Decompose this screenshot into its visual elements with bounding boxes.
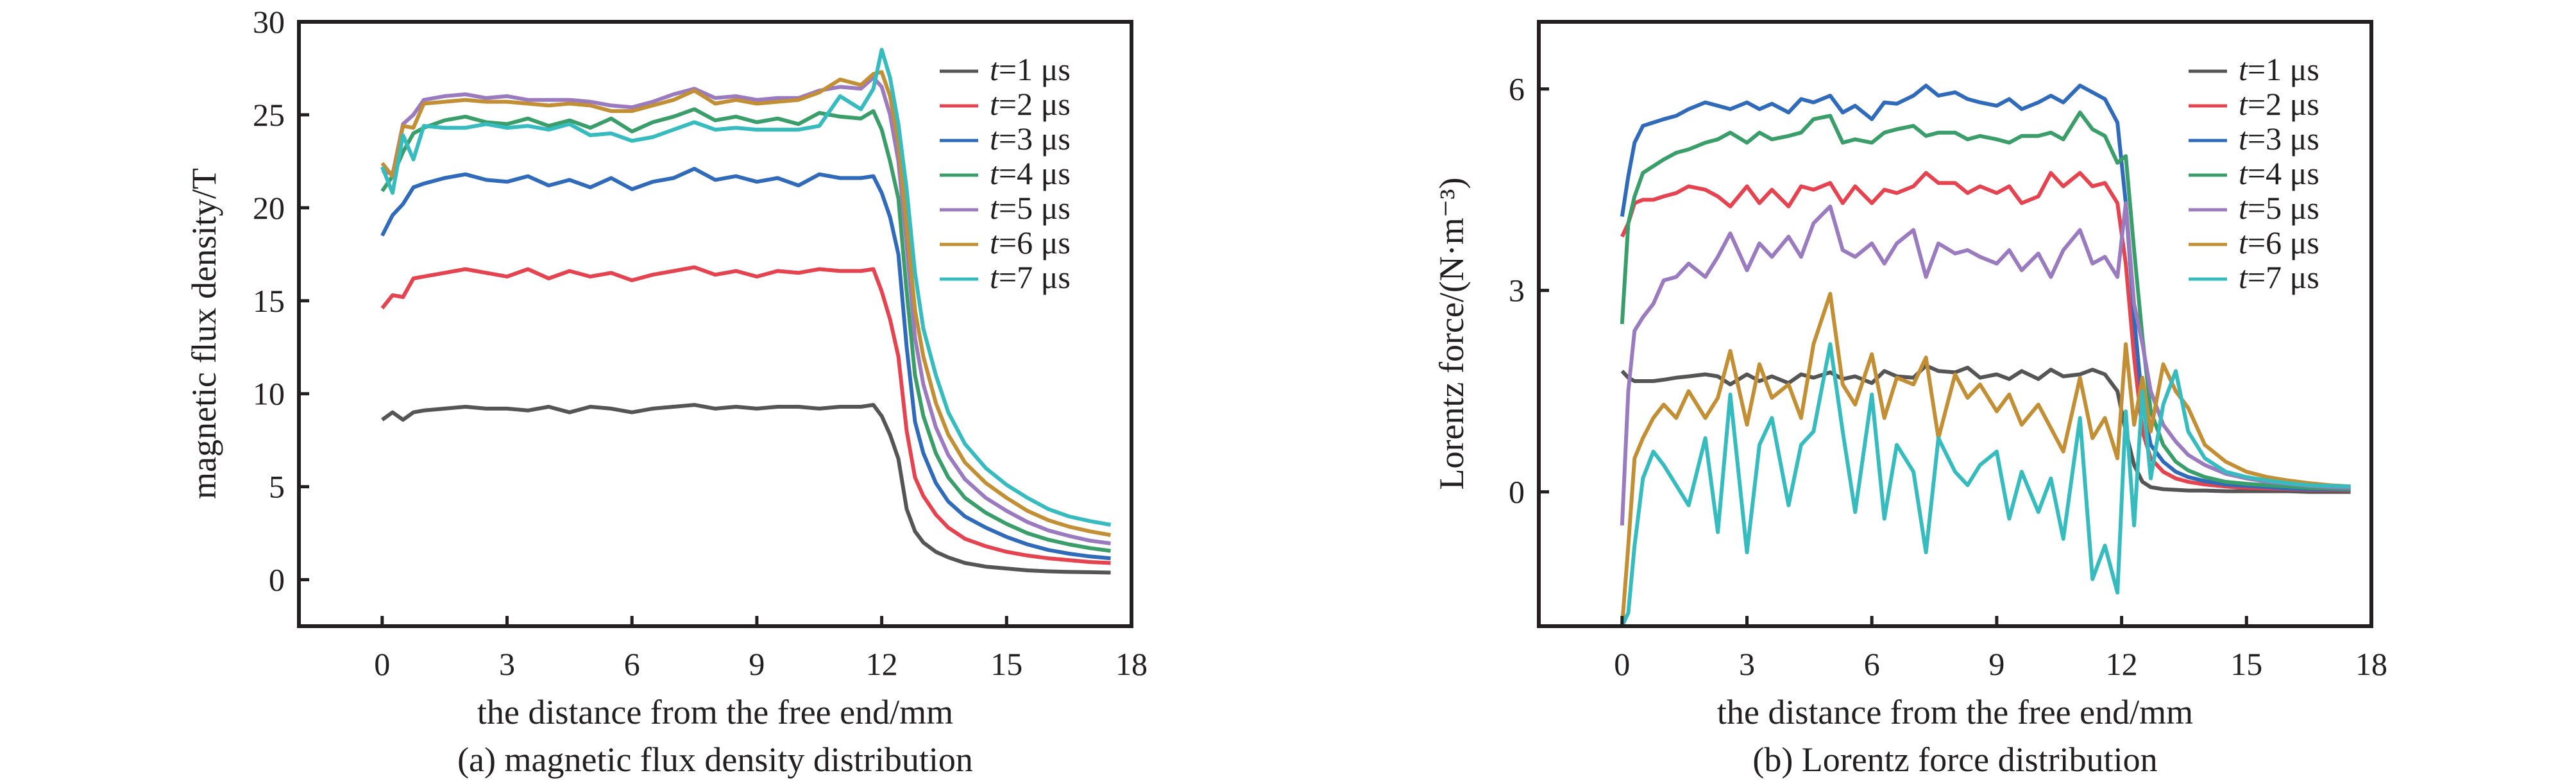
y-axis-label-b: Lorentz force/(N·m⁻³) xyxy=(1432,178,1471,490)
series-line-t6 xyxy=(380,70,1112,537)
series-line-t1 xyxy=(1620,363,2351,494)
legend-label: t=1 μs xyxy=(2239,51,2319,87)
y-tick-label: 3 xyxy=(1509,273,1525,309)
x-tick-label: 6 xyxy=(624,646,640,682)
caption-a: (a) magnetic flux density distribution xyxy=(457,740,973,779)
legend-item-t6: t=6 μs xyxy=(2189,225,2319,260)
panel-b-lorentz-force: 0 3 6 9 12 15 18 0 3 6 the distance from the fre… xyxy=(1432,20,2387,779)
x-tick-label: 18 xyxy=(1115,646,1148,682)
series-line-t6 xyxy=(1620,291,2351,626)
x-tick-label: 15 xyxy=(990,646,1022,682)
legend-item-t3: t=3 μs xyxy=(940,121,1071,157)
series-layer-a xyxy=(380,47,1112,575)
legend-label: t=7 μs xyxy=(990,259,1071,295)
y-tick-label: 0 xyxy=(269,562,285,598)
x-tick-label: 12 xyxy=(866,646,898,682)
y-tick-label: 5 xyxy=(269,469,285,505)
legend-label: t=2 μs xyxy=(990,86,1071,122)
legend-label: t=6 μs xyxy=(990,225,1071,260)
legend-label: t=5 μs xyxy=(990,190,1071,226)
x-ticks-b: 0 3 6 9 12 15 18 xyxy=(1614,616,2387,682)
plot-frame-b xyxy=(1537,20,2373,628)
legend-a: t=1 μst=2 μst=3 μst=4 μst=5 μst=6 μst=7 … xyxy=(940,51,1071,295)
y-tick-label: 20 xyxy=(253,190,285,226)
legend-label: t=3 μs xyxy=(2239,121,2319,157)
legend-label: t=5 μs xyxy=(2239,190,2319,226)
y-ticks-a: 0 5 10 15 20 25 30 xyxy=(253,4,309,598)
panel-a-magnetic-flux-density: 0 3 6 9 12 15 18 0 5 10 15 20 25 30 the distance fro… xyxy=(185,4,1148,779)
series-layer-b xyxy=(1620,83,2351,626)
y-ticks-b: 0 3 6 xyxy=(1509,71,1549,510)
x-axis-label-a: the distance from the free end/mm xyxy=(477,693,953,731)
series-line-t5 xyxy=(381,76,1111,545)
legend-item-t2: t=2 μs xyxy=(940,86,1071,122)
series-line-t4 xyxy=(1620,110,2351,491)
y-tick-label: 25 xyxy=(253,97,285,133)
legend-label: t=4 μs xyxy=(2239,155,2319,191)
series-line-t3 xyxy=(1620,83,2351,492)
x-tick-label: 3 xyxy=(499,646,515,682)
x-tick-label: 18 xyxy=(2355,646,2387,682)
legend-item-t2: t=2 μs xyxy=(2189,86,2319,122)
x-tick-label: 6 xyxy=(1864,646,1880,682)
legend-label: t=3 μs xyxy=(990,121,1071,157)
legend-label: t=4 μs xyxy=(990,155,1071,191)
x-tick-label: 9 xyxy=(749,646,765,682)
series-line-t5 xyxy=(1620,201,2351,526)
legend-item-t6: t=6 μs xyxy=(940,225,1071,260)
series-line-t2 xyxy=(380,265,1111,565)
legend-item-t5: t=5 μs xyxy=(2189,190,2319,226)
legend-item-t3: t=3 μs xyxy=(2189,121,2319,157)
y-tick-label: 0 xyxy=(1509,474,1525,510)
y-tick-label: 15 xyxy=(253,283,285,319)
series-line-t1 xyxy=(381,403,1111,575)
legend-item-t7: t=7 μs xyxy=(2189,259,2319,295)
x-tick-label: 9 xyxy=(1988,646,2004,682)
y-tick-label: 10 xyxy=(253,376,285,412)
x-tick-label: 12 xyxy=(2106,646,2138,682)
legend-item-t4: t=4 μs xyxy=(2189,155,2319,191)
series-line-t3 xyxy=(380,167,1111,561)
x-axis-label-b: the distance from the free end/mm xyxy=(1717,693,2193,731)
legend-label: t=2 μs xyxy=(2239,86,2319,122)
series-line-t2 xyxy=(1620,171,2351,493)
legend-label: t=6 μs xyxy=(2239,225,2319,260)
legend-label: t=7 μs xyxy=(2239,259,2319,295)
legend-item-t1: t=1 μs xyxy=(2189,51,2319,87)
plot-frame-a xyxy=(297,20,1133,628)
x-ticks-a: 0 3 6 9 12 15 18 xyxy=(374,616,1148,682)
legend-item-t7: t=7 μs xyxy=(940,259,1071,295)
y-tick-label: 6 xyxy=(1509,71,1525,107)
x-tick-label: 3 xyxy=(1739,646,1755,682)
x-tick-label: 0 xyxy=(374,646,390,682)
caption-b: (b) Lorentz force distribution xyxy=(1752,740,2157,779)
x-tick-label: 0 xyxy=(1614,646,1630,682)
series-line-t7 xyxy=(380,47,1112,527)
legend-b: t=1 μst=2 μst=3 μst=4 μst=5 μst=6 μst=7 … xyxy=(2189,51,2319,295)
legend-item-t1: t=1 μs xyxy=(940,51,1071,87)
x-tick-label: 15 xyxy=(2230,646,2262,682)
y-axis-label-a: magnetic flux density/T xyxy=(185,168,223,499)
y-tick-label: 30 xyxy=(253,4,285,40)
series-line-t7 xyxy=(1620,342,2351,626)
legend-item-t5: t=5 μs xyxy=(940,190,1071,226)
legend-label: t=1 μs xyxy=(990,51,1071,87)
legend-item-t4: t=4 μs xyxy=(940,155,1071,191)
